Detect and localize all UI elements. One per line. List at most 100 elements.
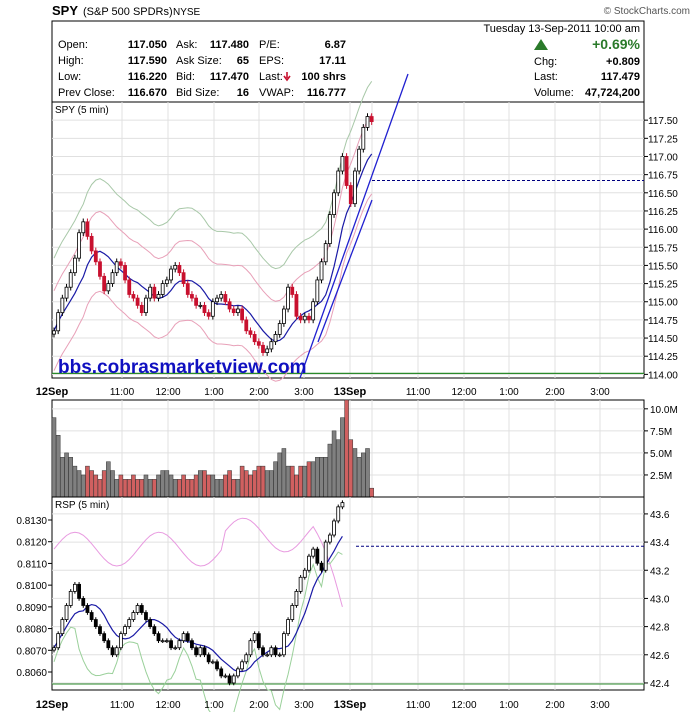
- candle-down: [185, 283, 190, 295]
- volume-bar: [277, 452, 282, 498]
- volume-bar: [294, 474, 299, 498]
- pe-label: P/E:: [259, 39, 280, 51]
- bidsize-label: Bid Size:: [176, 87, 219, 99]
- asksize-value: 65: [237, 55, 249, 67]
- candle-down: [202, 304, 207, 314]
- candle-up: [173, 265, 178, 270]
- candle-up: [281, 633, 286, 656]
- candle-up: [156, 294, 161, 299]
- pe-value: 6.87: [325, 39, 346, 51]
- candle-up: [215, 297, 219, 303]
- candle-down: [261, 344, 265, 353]
- eps-value: 17.11: [319, 55, 346, 67]
- volume-bar: [93, 474, 99, 498]
- candle-down: [156, 633, 161, 642]
- candle-down: [298, 315, 303, 321]
- candle-down: [181, 272, 186, 284]
- volume-bar: [344, 399, 349, 498]
- candle-up: [327, 214, 332, 245]
- volume-bar: [101, 470, 107, 498]
- candle-down: [369, 116, 374, 123]
- candle-down: [127, 279, 132, 295]
- high-value: 117.590: [128, 55, 167, 67]
- y-tick-label: 115.50: [648, 261, 678, 272]
- candle-down: [290, 286, 295, 295]
- trend-line: [299, 73, 409, 379]
- candle-up: [64, 605, 69, 620]
- candle-up: [118, 633, 123, 649]
- candle-up: [315, 279, 320, 303]
- volume-bar: [81, 474, 86, 498]
- candle-down: [148, 619, 153, 628]
- candle-up: [340, 502, 345, 508]
- candle-up: [319, 261, 324, 281]
- candle-up: [286, 286, 290, 310]
- candle-up: [169, 268, 173, 281]
- candle-up: [336, 170, 341, 194]
- candle-up: [181, 633, 186, 642]
- candle-up: [81, 221, 86, 234]
- y-tick-label: 115.75: [648, 243, 678, 254]
- x-tick-label: 3:00: [294, 700, 314, 711]
- candle-down: [85, 221, 90, 237]
- candle-down: [102, 275, 107, 292]
- candle-up: [56, 633, 61, 649]
- y-tick-label: 116.25: [648, 207, 678, 218]
- candle-up: [248, 640, 253, 656]
- y-tick-label: 116.50: [648, 189, 678, 200]
- volume-bar: [223, 474, 228, 498]
- candle-up: [219, 294, 224, 299]
- candle-down: [98, 261, 102, 277]
- bid-label: Bid:: [176, 71, 195, 83]
- y-tick-label: 115.00: [648, 298, 678, 309]
- rsp-y-axis: 42.4 42.6 42.8 43.0 43.2 43.4 43.6 0.8060 0.8070…: [16, 510, 669, 690]
- x-tick-label: 11:00: [110, 700, 135, 711]
- x-tick-label: 13Sep: [334, 699, 367, 711]
- x-tick-label: 13Sep: [334, 386, 367, 398]
- candle-down: [152, 286, 157, 299]
- candle-up: [198, 647, 203, 656]
- candle-up: [332, 192, 336, 215]
- candle-up: [302, 569, 307, 578]
- candle-down: [144, 612, 148, 620]
- y-tick-label: 114.50: [648, 334, 678, 345]
- volume-bar: [365, 448, 370, 498]
- volume-bar: [244, 470, 249, 498]
- candle-down: [190, 640, 194, 649]
- candle-up: [269, 647, 274, 656]
- candle-up: [277, 654, 282, 657]
- y-tick-label-left: 0.8080: [16, 625, 47, 636]
- candle-up: [127, 619, 132, 628]
- volume-bar: [327, 443, 333, 498]
- rsp-candles: [52, 500, 644, 686]
- candle-up: [114, 261, 119, 274]
- volume-bar: [331, 430, 337, 498]
- candle-down: [231, 308, 236, 314]
- candle-up: [281, 308, 286, 324]
- candle-down: [93, 619, 98, 628]
- candle-down: [202, 647, 207, 656]
- volume-bar: [256, 465, 262, 498]
- y-tick-label: 117.25: [648, 134, 678, 145]
- x-tick-label: 1:00: [204, 387, 224, 398]
- x-tick-label: 3:00: [590, 700, 610, 711]
- volume-bar: [76, 470, 82, 498]
- candle-up: [244, 654, 249, 663]
- volume-bar: [210, 474, 216, 498]
- candle-up: [269, 341, 274, 350]
- candle-up: [110, 272, 115, 284]
- price-grid: [52, 102, 644, 378]
- y-tick-label: 114.00: [648, 370, 678, 381]
- candle-down: [185, 633, 190, 642]
- candle-up: [236, 308, 240, 314]
- volume-bar: [306, 461, 312, 498]
- volume-bar: [227, 470, 232, 498]
- volume-bar: [361, 452, 366, 498]
- x-axis-top: 12Sep 11:00 12:00 1:00 2:00 3:00 13Sep 11:00 12:…: [36, 386, 610, 398]
- symbol[interactable]: SPY: [52, 3, 78, 18]
- quote-box: [51, 20, 645, 103]
- candle-up: [106, 283, 111, 292]
- ratio-line: [53, 517, 343, 608]
- candle-down: [106, 640, 111, 649]
- candle-up: [135, 605, 140, 613]
